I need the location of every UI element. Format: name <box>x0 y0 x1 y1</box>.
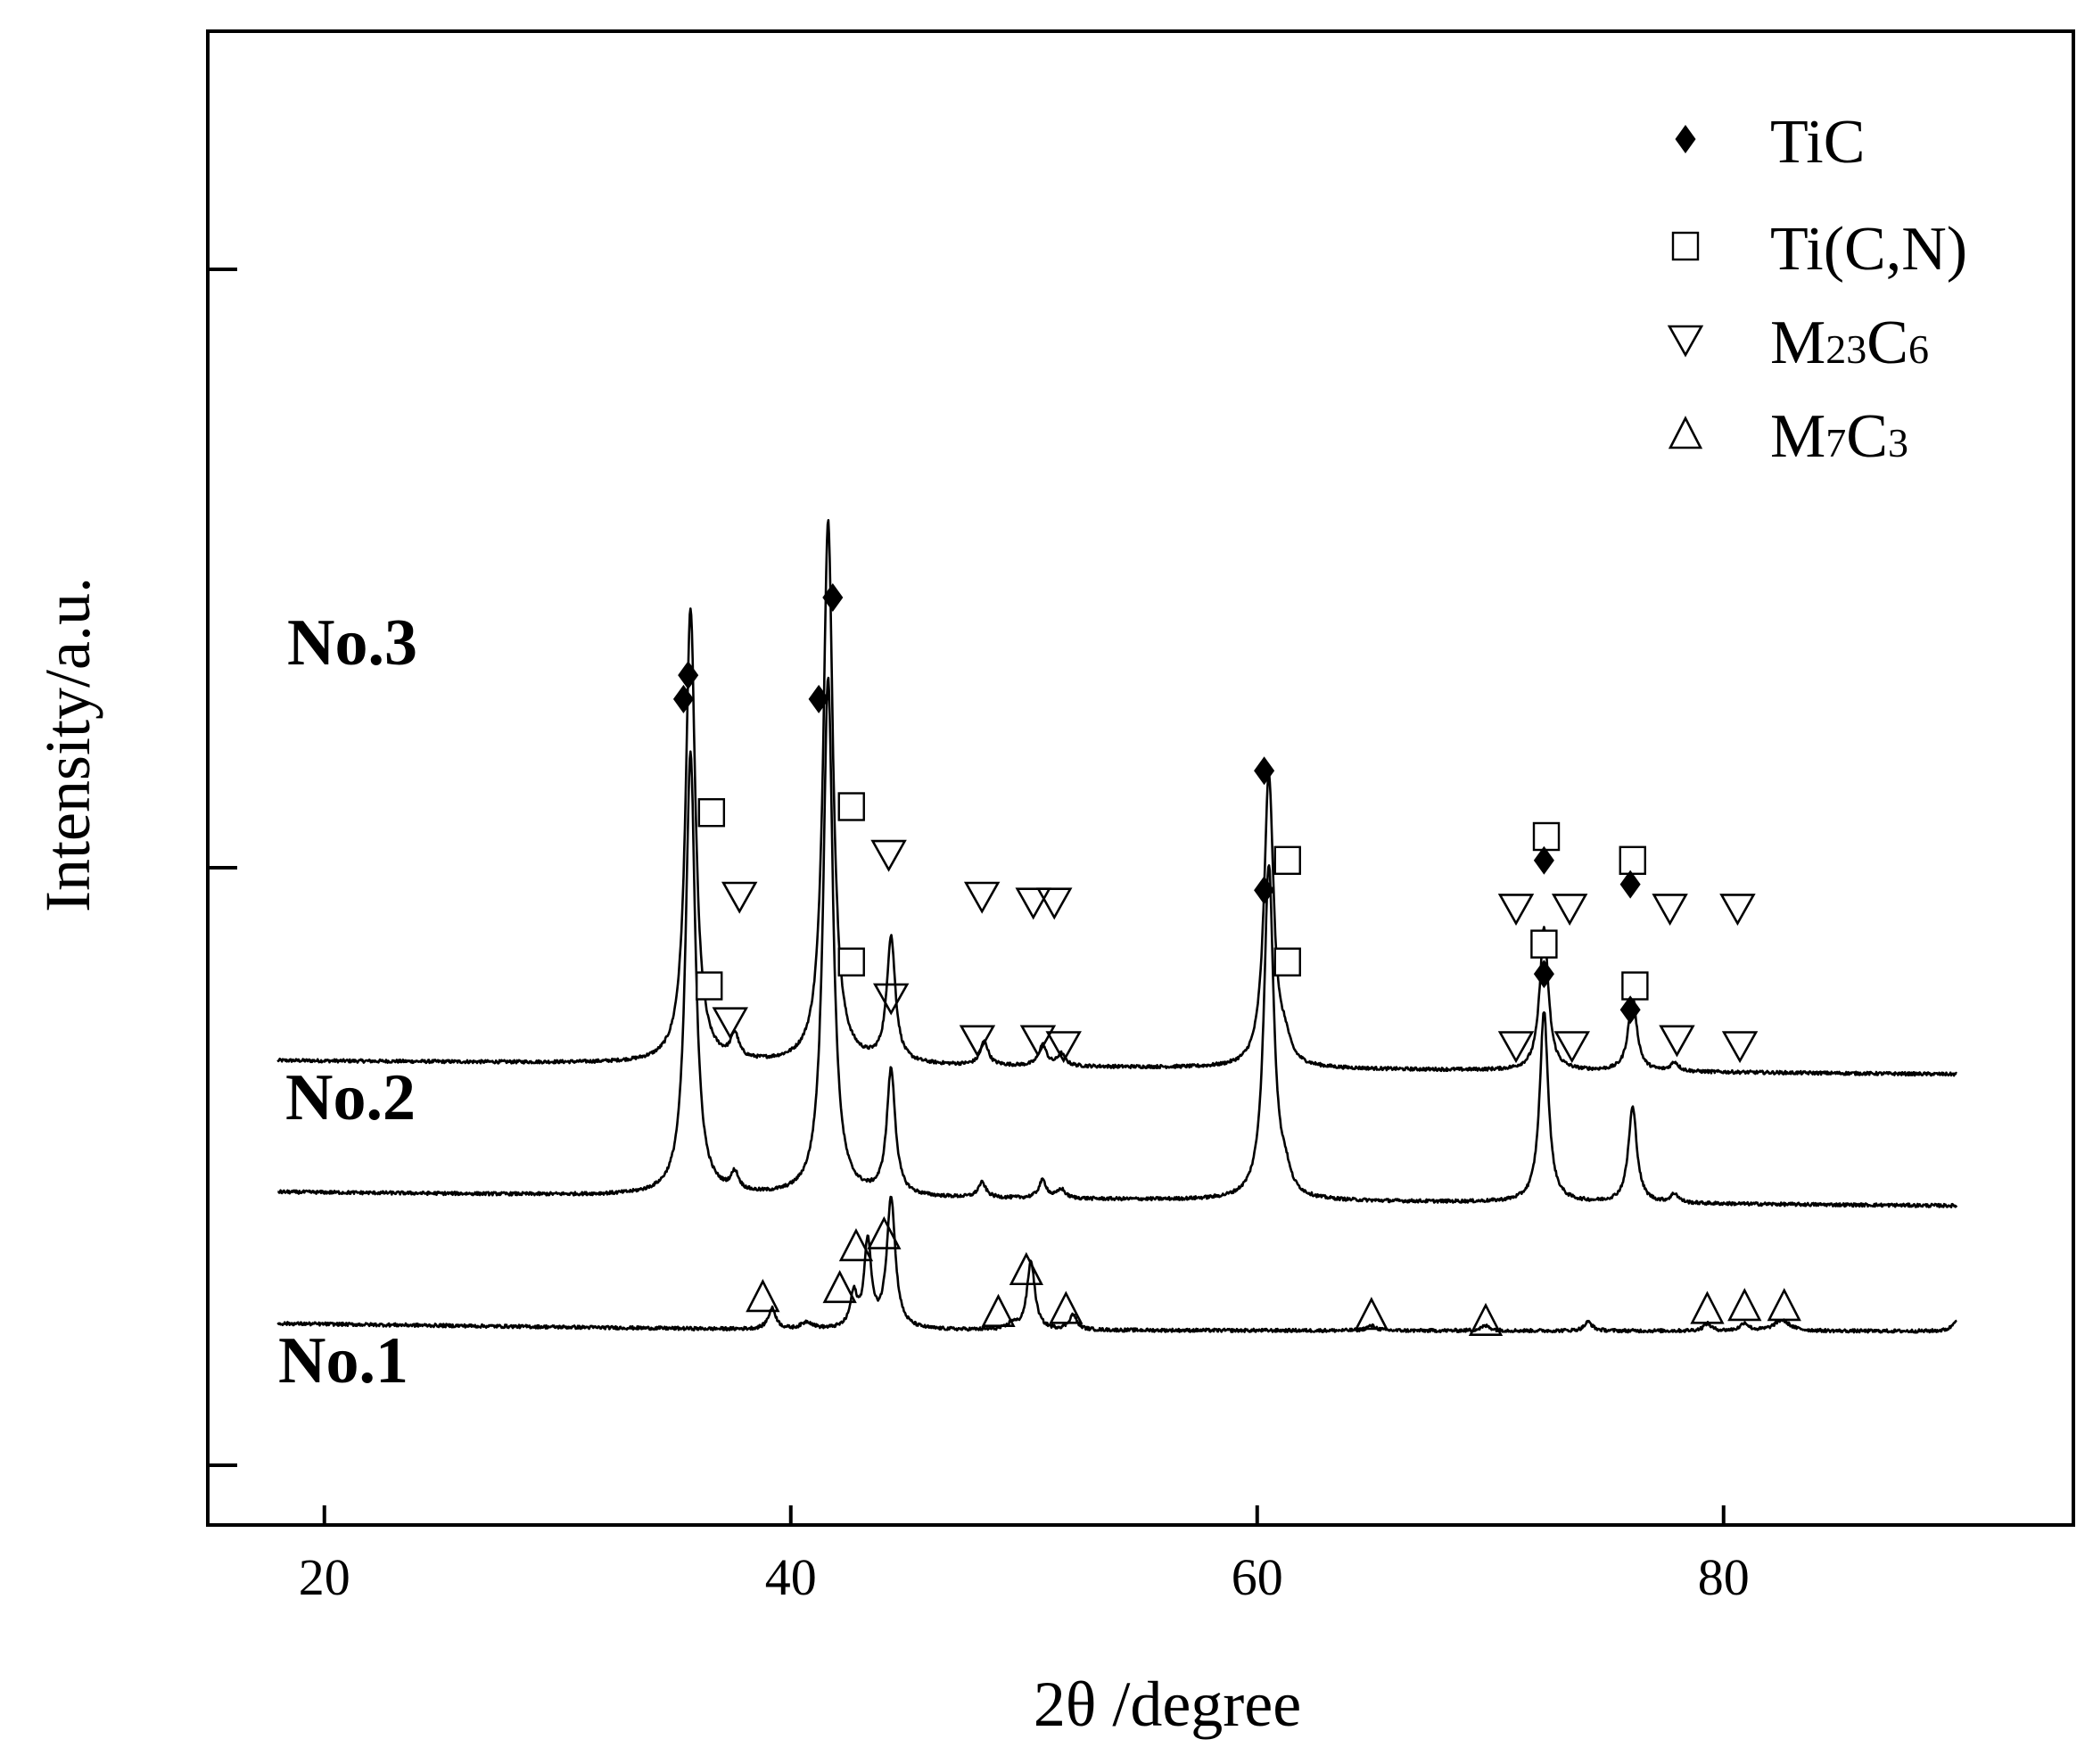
phase-marker-triangle-up <box>1468 1302 1504 1336</box>
y-axis-ticks <box>208 268 237 1467</box>
x-tick-label: 60 <box>1232 1548 1283 1606</box>
phase-marker-diamond <box>808 684 829 713</box>
phase-marker-triangle-down <box>1721 1031 1759 1064</box>
phase-marker-square <box>837 947 865 977</box>
phase-marker-diamond <box>1533 845 1554 875</box>
x-axis-ticks: 20 40 60 80 <box>299 1505 1750 1606</box>
phase-marker-triangle-up <box>1049 1290 1084 1324</box>
legend-label-part: M <box>1770 309 1825 377</box>
phase-marker-triangle-down <box>1551 894 1588 927</box>
phase-marker-triangle-down <box>963 881 1001 914</box>
legend-label: TiC <box>1770 108 1865 177</box>
phase-marker-diamond <box>1533 960 1554 989</box>
phase-marker-square <box>1532 821 1561 852</box>
phase-marker-diamond <box>678 661 699 690</box>
phase-marker-square <box>1273 947 1301 977</box>
phase-marker-diamond <box>672 684 694 713</box>
trace-layer <box>276 518 1958 1334</box>
phase-marker-square <box>837 792 865 821</box>
phase-marker-square <box>1619 845 1646 875</box>
legend-label: M23C6 <box>1770 309 1929 377</box>
legend-label: M7C3 <box>1770 402 1908 471</box>
legend-symbol-diamond <box>1675 125 1696 153</box>
phase-marker-triangle-down <box>1497 894 1535 927</box>
legend-label-part: C <box>1846 402 1888 471</box>
phase-marker-square <box>1273 845 1301 875</box>
phase-marker-triangle-down <box>1045 1031 1082 1064</box>
phase-marker-triangle-down <box>712 1007 748 1040</box>
legend-label-subscript: 7 <box>1825 420 1846 466</box>
legend-symbol-triangle-down <box>1667 325 1704 358</box>
phase-marker-triangle-up <box>1727 1288 1762 1322</box>
sample-labels: No.3 No.2 No.1 <box>278 606 417 1397</box>
sample-label: No.2 <box>285 1061 416 1134</box>
phase-marker-triangle-up <box>1009 1251 1043 1286</box>
legend-label-subscript: 6 <box>1908 326 1929 372</box>
phase-marker-triangle-up <box>981 1293 1016 1327</box>
phase-marker-triangle-down <box>1015 887 1051 920</box>
legend-symbol-square <box>1671 231 1700 261</box>
legend-symbol-triangle-up <box>1668 416 1703 449</box>
series-trace-No3 <box>276 518 1957 1077</box>
legend-label-part: M <box>1770 402 1825 471</box>
y-axis-title: Intensity/a.u. <box>32 577 103 912</box>
legend-label-subscript: 23 <box>1825 326 1866 372</box>
phase-marker-square <box>696 971 723 1001</box>
phase-marker-triangle-down <box>721 881 758 914</box>
x-tick-label: 40 <box>765 1548 817 1606</box>
sample-label: No.3 <box>287 606 417 680</box>
series-trace-No1 <box>276 1195 1957 1334</box>
phase-marker-triangle-down <box>1553 1031 1590 1064</box>
phase-marker-triangle-up <box>838 1228 874 1262</box>
phase-marker-square <box>697 798 726 828</box>
phase-marker-triangle-down <box>1019 1025 1057 1058</box>
phase-marker-triangle-down <box>959 1025 996 1058</box>
phase-marker-triangle-down <box>1719 894 1756 927</box>
phase-marker-triangle-up <box>822 1270 857 1304</box>
phase-marker-triangle-down <box>1659 1025 1695 1058</box>
plot-frame <box>206 29 2075 1527</box>
phase-marker-triangle-up <box>1690 1290 1725 1324</box>
series-trace-No2 <box>276 676 1958 1208</box>
phase-marker-triangle-down <box>870 839 907 872</box>
x-tick-label: 20 <box>299 1548 350 1606</box>
legend-label-subscript: 3 <box>1888 420 1908 466</box>
phase-marker-triangle-down <box>1497 1031 1535 1064</box>
phase-marker-diamond <box>1619 995 1641 1025</box>
phase-marker-layer <box>672 583 1801 1336</box>
legend-label-part: C <box>1866 309 1908 377</box>
phase-marker-triangle-down <box>1652 894 1688 927</box>
phase-marker-triangle-up <box>1767 1288 1801 1322</box>
phase-marker-square <box>1621 971 1649 1001</box>
phase-marker-triangle-down <box>1036 887 1073 920</box>
phase-marker-diamond <box>822 583 844 612</box>
legend-label: Ti(C,N) <box>1770 215 1967 284</box>
phase-marker-diamond <box>1619 870 1641 899</box>
x-tick-label: 80 <box>1698 1548 1750 1606</box>
phase-marker-diamond <box>1254 876 1275 905</box>
phase-marker-triangle-down <box>872 983 910 1016</box>
phase-marker-triangle-up <box>746 1279 780 1313</box>
phase-marker-square <box>1530 929 1558 959</box>
phase-marker-triangle-up <box>1354 1297 1389 1331</box>
sample-label: No.1 <box>278 1324 408 1397</box>
x-axis-title: 2θ /degree <box>1034 1669 1301 1740</box>
phase-marker-triangle-up <box>867 1216 902 1249</box>
phase-marker-diamond <box>1254 756 1275 786</box>
